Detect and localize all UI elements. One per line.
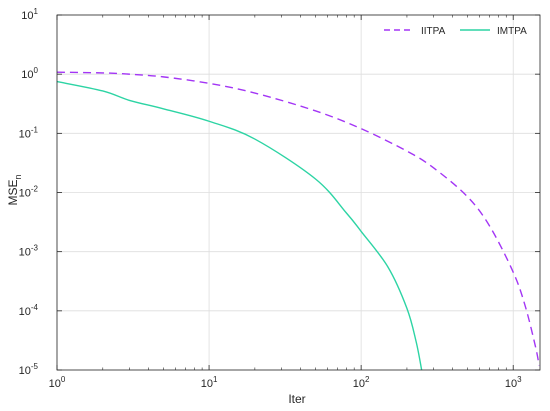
y-tick-label: 10-5 xyxy=(19,362,39,377)
y-axis-label-subscript: n xyxy=(13,174,23,179)
y-tick-labels: 101 100 10-1 10-2 10-3 10-4 10-5 xyxy=(19,7,39,377)
series-line-imtpa xyxy=(56,80,423,371)
y-tick-label: 101 xyxy=(21,7,38,22)
series-layer xyxy=(56,71,540,371)
y-tick-label: 10-4 xyxy=(19,303,39,318)
y-tick-label: 10-1 xyxy=(19,125,39,140)
y-axis-label-main: MSE xyxy=(6,180,20,206)
legend-label-imtpa: IMTPA xyxy=(497,26,527,37)
series-line-iitpa xyxy=(56,71,540,366)
y-tick-label: 100 xyxy=(21,66,38,81)
ticks xyxy=(56,14,540,371)
y-axis-label: MSEn xyxy=(6,174,23,205)
legend-label-iitpa: IITPA xyxy=(421,26,446,37)
legend: IITPA IMTPA xyxy=(384,26,527,37)
grid xyxy=(56,14,540,371)
x-tick-label: 101 xyxy=(201,375,218,390)
x-tick-label: 103 xyxy=(505,375,522,390)
x-axis-label: Iter xyxy=(288,392,305,406)
x-tick-label: 102 xyxy=(353,375,370,390)
y-tick-label: 10-3 xyxy=(19,244,39,259)
x-tick-labels: 100 101 102 103 xyxy=(49,375,522,390)
y-tick-label: 10-2 xyxy=(19,185,39,200)
x-tick-label: 100 xyxy=(49,375,66,390)
